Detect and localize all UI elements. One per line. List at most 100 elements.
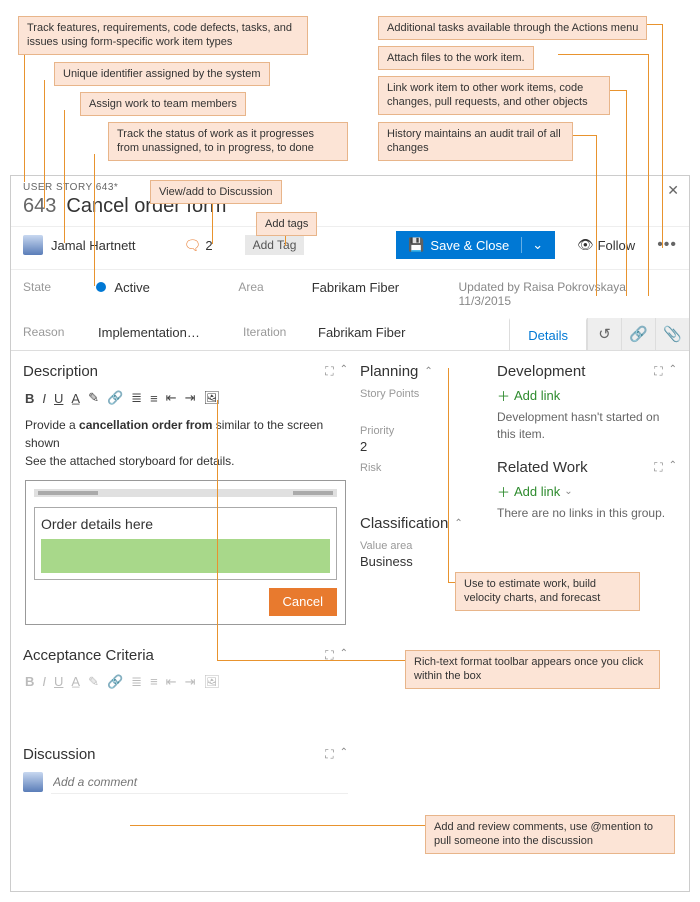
story-points-value[interactable] <box>360 402 485 417</box>
callout: Add tags <box>256 212 317 236</box>
priority-value[interactable]: 2 <box>360 439 485 454</box>
tab-details[interactable]: Details <box>509 318 587 350</box>
underline-icon[interactable]: U <box>54 391 63 406</box>
desc-text: See the attached storyboard for details. <box>25 454 234 468</box>
expand-icon[interactable]: ⛶ <box>325 364 333 379</box>
iteration-label: Iteration <box>243 325 318 340</box>
bold-icon[interactable]: B <box>25 391 34 406</box>
collapse-caret-icon[interactable]: ⌃ <box>669 460 677 475</box>
link-icon: 🔗 <box>107 674 123 690</box>
expand-icon[interactable]: ⛶ <box>654 460 662 475</box>
mockup-cancel-button: Cancel <box>269 588 337 616</box>
number-list-icon[interactable]: ≡ <box>150 391 158 406</box>
callout-connector <box>596 154 597 296</box>
callout: Track the status of work as it progresse… <box>108 122 348 161</box>
work-item-panel: USER STORY 643* 643 Cancel order form ✕ … <box>10 175 690 892</box>
callout: Unique identifier assigned by the system <box>54 62 270 86</box>
save-label: Save & Close <box>430 238 509 253</box>
comment-icon: 🗨 <box>184 237 202 254</box>
development-header: Development ⛶ ⌃ <box>497 363 677 380</box>
collapse-caret-icon[interactable]: ⌃ <box>340 364 348 379</box>
callout-connector <box>662 24 663 34</box>
mockup-box: Order details here Cancel <box>25 480 346 625</box>
description-header: Description ⛶ ⌃ <box>23 363 348 380</box>
value-area-label: Value area <box>360 540 485 552</box>
collapse-caret-icon[interactable]: ⌃ <box>340 747 348 762</box>
related-title: Related Work <box>497 459 588 476</box>
planning-title: Planning <box>360 363 418 380</box>
expand-icon[interactable]: ⛶ <box>654 364 662 379</box>
save-close-button[interactable]: 💾 Save & Close ⌄ <box>396 231 555 259</box>
callout-connector <box>24 48 25 182</box>
desc-text: Provide a <box>25 418 79 432</box>
callout: Assign work to team members <box>80 92 246 116</box>
link-icon[interactable]: 🔗 <box>107 390 123 406</box>
rtf-toolbar: B I U A̲ ✎ 🔗 ≣ ≡ ⇤ ⇥ 🖼 <box>23 386 348 410</box>
italic-icon[interactable]: I <box>42 391 46 406</box>
description-content[interactable]: Provide a cancellation order from simila… <box>23 414 348 627</box>
tabs: Details ↺ 🔗 📎 <box>509 318 689 350</box>
work-item-type-label: USER STORY 643* <box>23 182 677 193</box>
discussion-input-row <box>23 771 348 794</box>
font-color-icon[interactable]: A̲ <box>71 391 80 406</box>
callout-connector <box>94 154 95 286</box>
indent-icon: ⇥ <box>185 674 196 690</box>
add-link-label: Add link <box>514 484 560 499</box>
collapse-caret-icon[interactable]: ⌃ <box>454 518 462 529</box>
save-dropdown-caret[interactable]: ⌄ <box>521 237 543 253</box>
priority-label: Priority <box>360 425 485 437</box>
iteration-value[interactable]: Fabrikam Fiber <box>318 325 468 340</box>
mockup-highlight <box>41 539 330 573</box>
area-value[interactable]: Fabrikam Fiber <box>312 280 459 308</box>
add-link-button[interactable]: ＋ Add link ⌄ <box>497 482 677 501</box>
add-tag-button[interactable]: Add Tag <box>245 235 305 255</box>
callout-connector <box>448 582 455 583</box>
meta-row-1: State Active Area Fabrikam Fiber Updated… <box>11 270 689 318</box>
callout-connector <box>626 108 627 296</box>
indent-icon[interactable]: ⇥ <box>185 390 196 406</box>
outdent-icon[interactable]: ⇤ <box>166 390 177 406</box>
classification-title: Classification <box>360 515 448 532</box>
history-tab-icon[interactable]: ↺ <box>587 318 621 350</box>
callout-connector <box>648 64 649 296</box>
italic-icon: I <box>42 674 46 689</box>
actions-menu-icon[interactable]: ••• <box>657 236 677 254</box>
discussion-title: Discussion <box>23 746 96 763</box>
callout-connector <box>610 90 626 91</box>
callout-connector <box>573 135 596 136</box>
callout: Rich-text format toolbar appears once yo… <box>405 650 660 689</box>
callout-connector <box>596 135 597 154</box>
updated-text: Updated by Raisa Pokrovskaya 11/3/2015 <box>459 280 677 308</box>
collapse-caret-icon[interactable]: ⌃ <box>424 366 432 377</box>
clear-format-icon[interactable]: ✎ <box>88 390 99 406</box>
acceptance-title: Acceptance Criteria <box>23 647 154 664</box>
bullet-list-icon[interactable]: ≣ <box>131 390 142 406</box>
callout-connector <box>626 90 627 108</box>
risk-value[interactable] <box>360 476 485 491</box>
value-area-value[interactable]: Business <box>360 554 485 569</box>
callout-connector <box>648 54 649 64</box>
collapse-caret-icon[interactable]: ⌃ <box>669 364 677 379</box>
close-icon[interactable]: ✕ <box>667 182 679 199</box>
header: USER STORY 643* 643 Cancel order form ✕ <box>11 176 689 227</box>
chevron-down-icon[interactable]: ⌄ <box>564 486 572 497</box>
callout-connector <box>662 34 663 248</box>
comment-count[interactable]: 🗨 2 <box>184 237 213 254</box>
state-value[interactable]: Active <box>96 280 238 308</box>
expand-icon[interactable]: ⛶ <box>325 747 333 762</box>
font-color-icon: A̲ <box>71 674 80 689</box>
acceptance-content[interactable] <box>23 694 348 722</box>
attachments-tab-icon[interactable]: 📎 <box>655 318 689 350</box>
reason-value[interactable]: Implementation… <box>98 325 243 340</box>
classification-header: Classification ⌃ <box>360 515 485 532</box>
related-header: Related Work ⛶ ⌃ <box>497 459 677 476</box>
add-link-button[interactable]: ＋ Add link <box>497 386 677 405</box>
callout: History maintains an audit trail of all … <box>378 122 573 161</box>
outdent-icon: ⇤ <box>166 674 177 690</box>
discussion-input[interactable] <box>51 771 348 794</box>
state-text: Active <box>114 280 149 295</box>
bullet-list-icon: ≣ <box>131 674 142 690</box>
development-title: Development <box>497 363 585 380</box>
links-tab-icon[interactable]: 🔗 <box>621 318 655 350</box>
callout-connector <box>558 54 648 55</box>
